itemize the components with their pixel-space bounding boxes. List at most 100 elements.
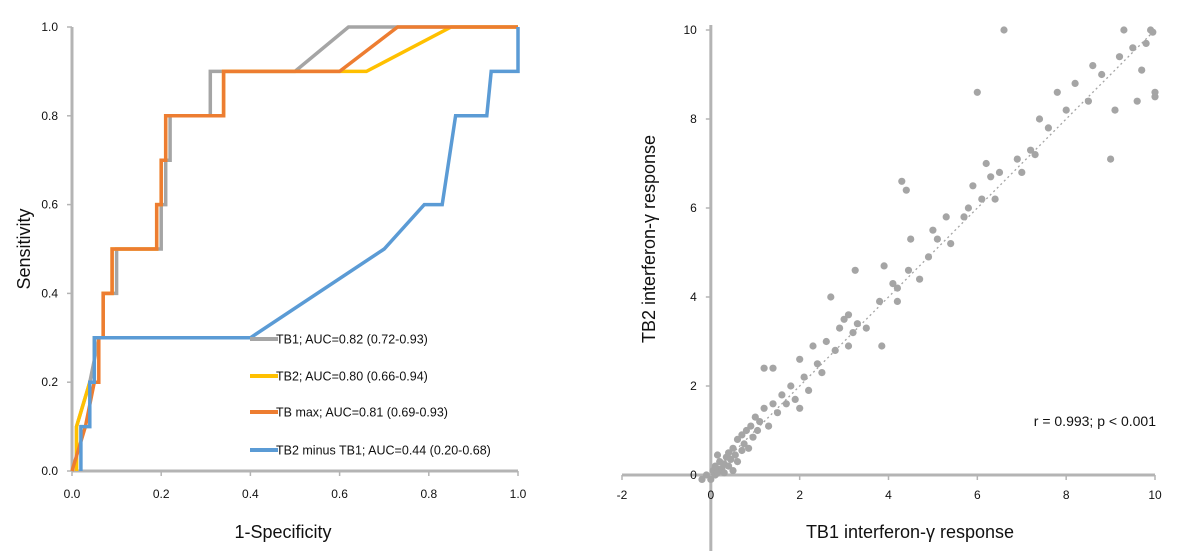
scatter-x-tick-label: 6 [974,488,981,502]
scatter-point [978,195,986,203]
scatter-point [1138,66,1146,74]
scatter-point [731,451,739,459]
scatter-point [1098,70,1106,79]
scatter-point [904,266,913,274]
scatter-point [973,88,981,96]
scatter-point [969,182,977,190]
scatter-point [987,173,995,181]
scatter-point [907,235,915,243]
roc-x-tick-label: 1.0 [510,487,527,501]
scatter-point [947,240,955,248]
scatter-x-tick-label: 4 [885,488,892,502]
scatter-y-tick-label: 10 [683,23,697,37]
scatter-point [745,444,753,452]
scatter-point [1031,151,1039,159]
roc-series-line-4 [79,27,520,471]
scatter-point [876,297,884,305]
scatter-point [1133,97,1141,105]
scatter-point [813,360,821,368]
legend-label-1: TB1; AUC=0.82 (0.72-0.93) [276,333,428,347]
roc-y-tick-label: 1.0 [41,20,58,34]
scatter-point [796,404,804,412]
scatter-point [769,364,777,372]
roc-chart: 0.0 0.2 0.4 0.6 0.8 1.0 0.0 0.2 0.4 0.6 0.8 1.0 1-Sp… [14,20,527,542]
scatter-point [1018,168,1026,176]
scatter-point [1053,88,1061,96]
scatter-point [902,186,910,194]
scatter-point [738,446,746,455]
scatter-point [800,373,808,381]
scatter-point [929,226,937,234]
scatter-point [1142,39,1150,48]
scatter-point [760,404,768,412]
scatter-point [1120,26,1128,34]
scatter-point [729,467,737,475]
scatter-point [773,409,782,417]
scatter-point [933,235,941,243]
scatter-point [727,455,735,463]
scatter-point [1035,115,1044,123]
scatter-point [1111,106,1119,114]
scatter-point [942,213,950,221]
scatter-x-axis-title: TB1 interferon-γ response [806,522,1014,542]
scatter-point [707,475,715,483]
scatter-point [742,426,750,435]
scatter-point [893,297,901,305]
roc-y-tick-label: 0.8 [41,109,58,123]
scatter-point [898,177,906,185]
scatter-point [702,471,710,479]
scatter-x-tick-label: 0 [707,488,714,502]
scatter-x-tick-label: 8 [1063,488,1070,502]
scatter-point [982,159,990,168]
scatter-point [840,315,848,323]
scatter-x-tick-label: -2 [617,488,628,502]
scatter-point [1149,28,1157,36]
scatter-point [836,324,844,332]
scatter-chart: 0 2 4 6 8 10 -2 0 2 4 6 8 10 r = 0.993; p < 0.001 TB1 … [617,23,1162,551]
scatter-point [862,324,870,332]
scatter-point [1151,88,1159,96]
scatter-point [698,475,706,483]
scatter-point [729,444,737,452]
scatter-point [995,168,1004,176]
legend-label-4: TB2 minus TB1; AUC=0.44 (0.20-0.68) [276,444,491,458]
scatter-point [791,395,799,403]
scatter-point [991,195,999,203]
scatter-point [1107,155,1115,163]
roc-y-axis-title: Sensitivity [14,208,34,289]
scatter-point [787,382,795,390]
scatter-point [827,293,835,301]
scatter-point [1000,26,1008,34]
scatter-point [796,355,804,363]
scatter-y-tick-label: 6 [690,201,697,215]
scatter-y-tick-label: 4 [690,290,697,304]
scatter-point [747,422,755,430]
legend-label-3: TB max; AUC=0.81 (0.69-0.93) [276,406,448,420]
correlation-annotation: r = 0.993; p < 0.001 [1034,413,1156,429]
roc-y-tick-label: 0.6 [41,198,58,212]
scatter-point [916,275,924,283]
scatter-point [818,369,826,377]
scatter-point [782,400,790,408]
scatter-point [1089,62,1097,70]
roc-x-axis-title: 1-Specificity [234,522,331,542]
roc-x-tick-label: 0.6 [331,487,348,501]
scatter-x-tick-label: 2 [796,488,803,502]
roc-x-tick-label: 0.8 [420,487,437,501]
scatter-point [964,204,972,212]
scatter-point [1115,53,1124,61]
legend-label-2: TB2; AUC=0.80 (0.66-0.94) [276,370,428,384]
scatter-point [844,311,853,319]
scatter-point [760,364,768,372]
scatter-point [893,284,901,292]
trendline [710,29,1156,476]
scatter-point [725,449,733,457]
scatter-point [756,418,764,426]
scatter-point [1084,97,1092,105]
scatter-point [753,426,762,435]
scatter-point [880,262,888,270]
scatter-point [749,433,757,441]
scatter-point [1027,146,1035,154]
scatter-point [1071,79,1079,87]
scatter-point [831,346,839,354]
